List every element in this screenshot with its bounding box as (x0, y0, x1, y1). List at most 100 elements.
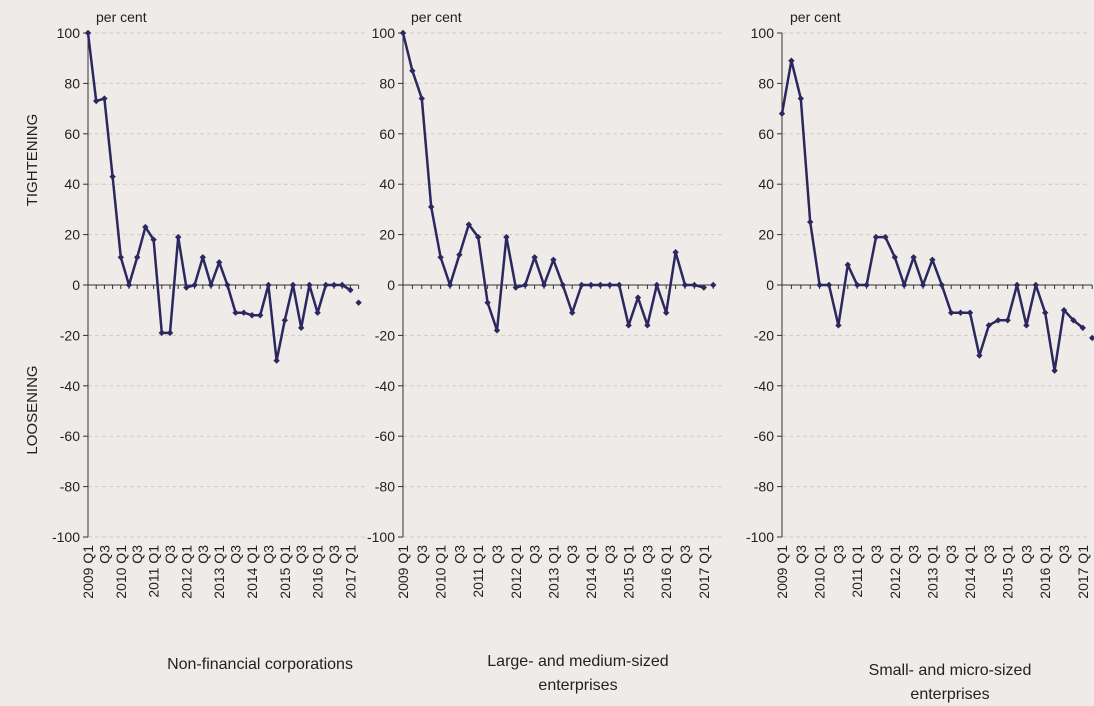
data-point (872, 233, 880, 241)
data-point (339, 281, 346, 289)
data-point (493, 327, 501, 334)
data-point (134, 254, 141, 261)
data-point (84, 29, 92, 37)
data-point (1042, 309, 1049, 316)
y-tick-label: -100 (746, 529, 774, 545)
data-point (522, 281, 529, 289)
data-point (199, 254, 206, 261)
x-tick-label: 2016 Q1 (310, 545, 326, 599)
data-point (191, 281, 198, 289)
x-tick-label: 2012 Q1 (887, 545, 903, 599)
y-label-bottom: LOOSENING (24, 365, 41, 454)
data-point (456, 251, 463, 258)
x-tick-label: 2009 Q1 (774, 545, 790, 599)
data-point (232, 309, 239, 316)
x-tick-label: 2013 Q1 (545, 545, 561, 599)
y-tick-label: 80 (64, 75, 80, 91)
data-point (93, 97, 100, 105)
data-point (183, 284, 190, 291)
data-point (265, 281, 272, 289)
data-point (125, 281, 133, 289)
x-tick-label: 2017 Q1 (342, 545, 358, 599)
x-tick-label: Q3 (162, 545, 178, 564)
data-point (512, 284, 519, 291)
x-tick-label: Q3 (228, 545, 244, 564)
x-tick-label: 2013 Q1 (924, 545, 940, 599)
data-point (625, 322, 632, 329)
x-tick-label: Q3 (906, 545, 922, 564)
x-tick-label: 2016 Q1 (1037, 545, 1053, 599)
data-point (863, 281, 870, 289)
series-line (86, 32, 352, 362)
data-point (929, 256, 936, 263)
data-point (835, 322, 842, 329)
data-point (1079, 324, 1086, 332)
y-tick-label: 60 (379, 126, 395, 142)
y-tick-label: 20 (64, 227, 80, 243)
data-point (606, 281, 613, 289)
data-point (825, 281, 833, 289)
x-tick-label: 2015 Q1 (277, 545, 293, 599)
y-tick-label: 40 (379, 176, 395, 192)
data-point (355, 299, 362, 306)
data-point (1051, 367, 1058, 374)
data-point (207, 281, 215, 289)
y-tick-label: 100 (372, 25, 396, 41)
x-tick-label: Q3 (293, 545, 309, 564)
x-tick-label: Q3 (527, 545, 543, 564)
data-point (691, 281, 698, 289)
data-point (257, 312, 264, 319)
y-tick-label: -60 (375, 428, 395, 444)
data-point (663, 309, 670, 316)
data-point (175, 233, 182, 241)
unit-label: per cent (411, 9, 462, 25)
data-point (298, 324, 305, 332)
data-point (224, 281, 231, 289)
x-tick-label: 2014 Q1 (583, 545, 599, 599)
y-tick-label: 100 (57, 25, 81, 41)
y-tick-label: 100 (751, 25, 775, 41)
x-tick-label: Q3 (602, 545, 618, 564)
data-point (976, 352, 983, 359)
data-point (330, 281, 338, 289)
y-tick-label: -100 (367, 529, 395, 545)
data-point (437, 254, 444, 261)
y-tick-label: -60 (754, 428, 774, 444)
y-tick-label: 60 (64, 126, 80, 142)
data-point (966, 309, 974, 316)
data-point (475, 233, 482, 241)
y-tick-label: 40 (64, 176, 80, 192)
x-tick-label: 2010 Q1 (113, 545, 129, 599)
panel-title: Small- and micro-sized enterprises (868, 662, 1032, 703)
data-point (347, 286, 354, 294)
data-point (101, 95, 108, 102)
data-point (901, 281, 908, 289)
y-tick-label: 20 (379, 227, 395, 243)
data-point (844, 261, 851, 269)
x-tick-label: 2013 Q1 (211, 545, 227, 599)
data-point (418, 95, 425, 102)
data-point (882, 233, 889, 241)
x-tick-label: Q3 (677, 545, 693, 564)
data-point (484, 299, 491, 306)
data-point (644, 322, 651, 329)
data-point (891, 254, 898, 261)
data-point (616, 281, 623, 289)
data-point (569, 309, 576, 316)
x-tick-label: 2011 Q1 (470, 545, 486, 598)
x-tick-label: 2012 Q1 (508, 545, 524, 599)
x-tick-label: Q3 (943, 545, 959, 564)
data-point (409, 67, 416, 74)
data-point (314, 309, 321, 316)
data-point (816, 281, 823, 289)
data-point (150, 236, 157, 243)
x-tick-label: Q3 (793, 545, 809, 564)
data-point (446, 281, 454, 289)
y-label-top: TIGHTENING (24, 114, 41, 207)
data-point (559, 281, 566, 289)
data-point (465, 221, 472, 228)
data-point (281, 317, 288, 324)
x-tick-label: Q3 (414, 545, 430, 564)
